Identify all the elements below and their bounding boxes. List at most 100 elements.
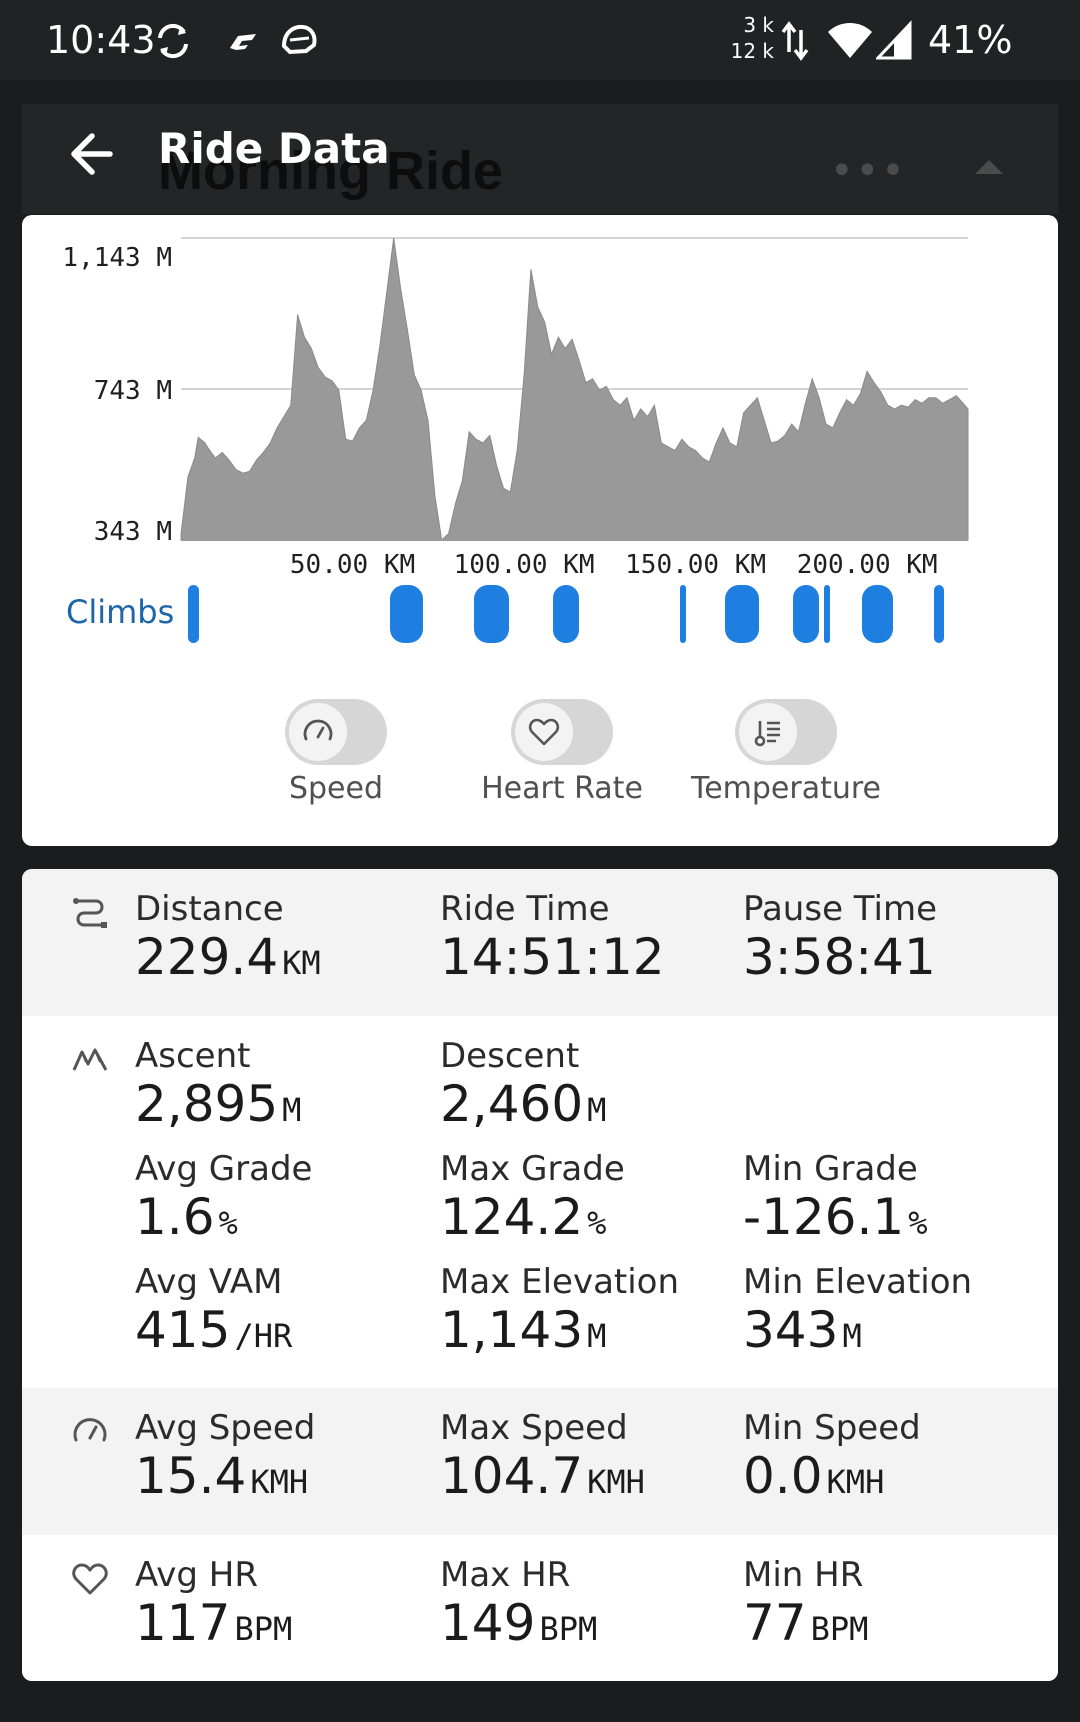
stat-distance: Distance 229.4 KM <box>135 889 321 991</box>
stats-section-elevation: Ascent 2,895 M Descent 2,460 M Avg Grade 1… <box>22 1016 1058 1388</box>
background-header <box>22 104 1058 214</box>
y-tick-label: 343 M <box>94 517 172 547</box>
stat-ascent: Ascent 2,895 M <box>135 1036 301 1138</box>
stat-min-hr-label: Min HR <box>743 1555 864 1595</box>
sync-icon <box>158 23 188 59</box>
battery-percent: 41% <box>928 18 1013 62</box>
toggle-temperature[interactable]: Temperature <box>656 699 916 806</box>
stat-max-hr-label: Max HR <box>440 1555 571 1595</box>
toggle-speed[interactable]: Speed <box>236 699 436 806</box>
x-tick-label: 200.00 KM <box>797 550 938 575</box>
stat-ascent-unit: M <box>282 1091 302 1129</box>
stats-section-speed: Avg Speed 15.4 KMH Max Speed 104.7 KMH Min… <box>22 1388 1058 1535</box>
stat-pause-time-label: Pause Time <box>743 889 938 929</box>
stat-avg-vam-unit: /HR <box>234 1317 293 1355</box>
climb-segment[interactable] <box>553 585 579 643</box>
cell-signal-icon <box>876 20 912 60</box>
back-arrow-icon[interactable] <box>62 122 126 186</box>
stat-avg-vam-value: 415 <box>135 1301 231 1359</box>
elevation-chart-card: 1,143 M 743 M 343 M 50.00 KM 100.00 KM 150.0… <box>22 215 1058 846</box>
background-more-icon: ••• <box>830 148 907 194</box>
stat-max-speed: Max Speed 104.7 KMH <box>440 1408 645 1510</box>
stat-max-grade-label: Max Grade <box>440 1149 625 1189</box>
stat-max-speed-unit: KMH <box>587 1463 645 1501</box>
stat-min-speed-label: Min Speed <box>743 1408 921 1448</box>
climb-segment[interactable] <box>187 585 200 643</box>
climb-segment[interactable] <box>724 585 760 643</box>
network-speed: 3 k 12 k <box>730 13 774 63</box>
stat-min-elevation: Min Elevation 343 M <box>743 1262 972 1364</box>
stat-distance-value: 229.4 <box>135 928 279 986</box>
stat-max-grade-value: 124.2 <box>440 1188 584 1246</box>
climb-segment[interactable] <box>390 585 423 643</box>
heart-rate-toggle-switch[interactable] <box>511 699 613 765</box>
stat-max-elevation-value: 1,143 <box>440 1301 584 1359</box>
speed-toggle-switch[interactable] <box>285 699 387 765</box>
stat-descent-value: 2,460 <box>440 1075 584 1133</box>
stat-min-speed: Min Speed 0.0 KMH <box>743 1408 921 1510</box>
stat-ascent-label: Ascent <box>135 1036 251 1076</box>
status-time: 10:43 <box>46 18 156 62</box>
toggle-speed-label: Speed <box>288 771 384 806</box>
stat-min-speed-unit: KMH <box>826 1463 885 1501</box>
stat-min-hr-value: 77 <box>743 1594 807 1652</box>
climb-segment[interactable] <box>474 585 509 643</box>
stat-pause-time-value: 3:58:41 <box>743 928 936 986</box>
climb-segment[interactable] <box>861 585 893 643</box>
stat-avg-grade-value: 1.6 <box>135 1188 215 1246</box>
stat-min-hr-unit: BPM <box>810 1610 869 1648</box>
ride-stats-card: Distance 229.4 KM Ride Time 14:51:12 Paus… <box>22 869 1058 1681</box>
page-title: Ride Data <box>158 124 390 173</box>
stat-ascent-value: 2,895 <box>135 1075 279 1133</box>
stat-min-elevation-value: 343 <box>743 1301 839 1359</box>
toggle-temperature-label: Temperature <box>690 771 882 806</box>
stat-min-elevation-label: Min Elevation <box>743 1262 973 1302</box>
stat-ride-time-label: Ride Time <box>440 889 610 929</box>
elevation-area <box>180 237 969 542</box>
stat-min-grade: Min Grade -126.1% <box>743 1149 927 1251</box>
stat-min-speed-value: 0.0 <box>743 1447 823 1505</box>
stat-avg-speed: Avg Speed 15.4 KMH <box>135 1408 315 1510</box>
toggle-heart-rate-label: Heart Rate <box>481 771 643 806</box>
elevation-chart[interactable]: 1,143 M 743 M 343 M 50.00 KM 100.00 KM 150.0… <box>22 215 1058 575</box>
stat-avg-speed-label: Avg Speed <box>135 1408 316 1448</box>
climb-segment[interactable] <box>793 585 820 643</box>
climb-segment[interactable] <box>824 585 831 643</box>
stat-min-grade-value: -126.1 <box>743 1188 905 1246</box>
stat-distance-unit: KM <box>282 944 321 982</box>
temperature-toggle-switch[interactable] <box>735 699 837 765</box>
x-tick-label: 50.00 KM <box>290 550 415 575</box>
stat-avg-grade-unit: % <box>218 1204 238 1242</box>
climb-segment[interactable] <box>934 585 945 643</box>
heart-icon <box>528 718 560 746</box>
stat-min-elevation-unit: M <box>842 1317 862 1355</box>
stat-descent-label: Descent <box>440 1036 580 1076</box>
stat-avg-vam-label: Avg VAM <box>135 1262 283 1302</box>
stat-avg-grade-label: Avg Grade <box>135 1149 313 1189</box>
stat-min-grade-label: Min Grade <box>743 1149 918 1189</box>
data-transfer-icon <box>781 21 809 61</box>
stat-max-grade: Max Grade 124.2% <box>440 1149 625 1251</box>
speedometer-icon <box>73 1418 107 1442</box>
stat-avg-speed-unit: KMH <box>250 1463 309 1501</box>
stat-avg-hr-value: 117 <box>135 1594 231 1652</box>
stat-max-hr-unit: BPM <box>539 1610 598 1648</box>
top-bar: Ride Data <box>22 104 1058 214</box>
stat-max-hr: Max HR 149 BPM <box>440 1555 597 1657</box>
climb-segment[interactable] <box>680 585 687 643</box>
stat-max-speed-label: Max Speed <box>440 1408 628 1448</box>
route-icon <box>73 898 107 928</box>
stat-ride-time: Ride Time 14:51:12 <box>440 889 665 985</box>
toggle-heart-rate[interactable]: Heart Rate <box>452 699 672 806</box>
stat-max-grade-unit: % <box>587 1204 607 1242</box>
stat-max-elevation-label: Max Elevation <box>440 1262 680 1302</box>
stat-avg-grade: Avg Grade 1.6% <box>135 1149 312 1251</box>
stat-max-speed-value: 104.7 <box>440 1447 584 1505</box>
background-collapse-icon <box>975 160 1003 174</box>
stat-distance-label: Distance <box>135 889 284 929</box>
y-tick-label: 1,143 M <box>62 243 172 273</box>
stat-avg-hr-unit: BPM <box>234 1610 293 1648</box>
x-tick-label: 100.00 KM <box>454 550 595 575</box>
helmet-icon <box>281 24 317 55</box>
speed-toggle-knob <box>289 703 347 761</box>
